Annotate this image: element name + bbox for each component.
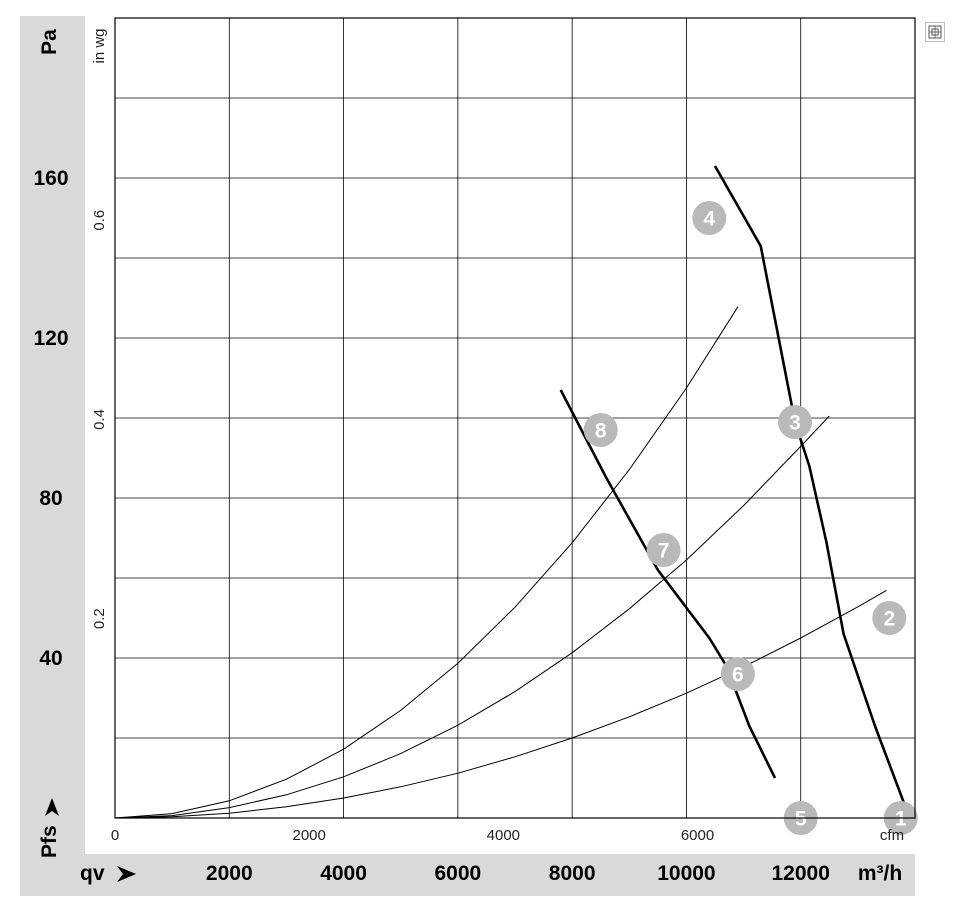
operating-point-7: 7 bbox=[646, 533, 681, 567]
operating-point-label: 1 bbox=[895, 808, 907, 831]
x-axis-arrow-icon bbox=[117, 866, 136, 882]
y-tick-inwg: 0.6 bbox=[91, 210, 108, 231]
operating-point-8: 8 bbox=[583, 413, 618, 447]
y-unit-pa: Pa bbox=[38, 29, 61, 55]
x-unit-m3h: m³/h bbox=[858, 862, 902, 885]
y-tick-inwg: 0.2 bbox=[91, 608, 108, 629]
operating-point-marker bbox=[720, 657, 755, 691]
operating-point-label: 8 bbox=[595, 420, 607, 443]
y-axis-arrow-icon bbox=[45, 798, 59, 816]
operating-point-marker bbox=[646, 533, 681, 567]
x-tick-m3h: 2000 bbox=[206, 862, 253, 885]
operating-point-marker bbox=[872, 601, 907, 635]
operating-point-marker bbox=[778, 405, 812, 439]
fan-curve bbox=[713, 165, 905, 803]
x-tick-cfm: 4000 bbox=[487, 827, 520, 844]
y-tick-pa: 40 bbox=[39, 647, 62, 670]
x-axis-band bbox=[20, 854, 915, 896]
expand-icon[interactable] bbox=[925, 22, 945, 42]
y-tick-inwg: 0.4 bbox=[91, 409, 108, 430]
y-unit-inwg: in wg bbox=[91, 28, 108, 63]
operating-point-label: 6 bbox=[732, 664, 744, 687]
y-axis-band bbox=[20, 16, 85, 854]
x-tick-m3h: 4000 bbox=[320, 862, 367, 885]
ticks: 40 80 120 160 0.2 0.4 0.6 0 2000 4000 6000 2000 4000… bbox=[33, 167, 829, 885]
operating-point-label: 7 bbox=[658, 540, 670, 563]
system-curves bbox=[114, 306, 887, 819]
y-tick-pa: 120 bbox=[33, 327, 68, 350]
system-curve bbox=[114, 415, 830, 819]
grid bbox=[115, 18, 915, 818]
x-tick-cfm: 0 bbox=[111, 827, 119, 844]
operating-point-4: 4 bbox=[692, 201, 727, 235]
operating-point-2: 2 bbox=[872, 601, 907, 635]
operating-point-marker bbox=[692, 201, 727, 235]
y-tick-pa: 80 bbox=[39, 487, 62, 510]
x-tick-m3h: 10000 bbox=[657, 862, 715, 885]
operating-point-label: 3 bbox=[789, 412, 801, 435]
operating-point-label: 4 bbox=[703, 208, 715, 231]
x-tick-cfm: 6000 bbox=[681, 827, 714, 844]
x-tick-m3h: 8000 bbox=[549, 862, 596, 885]
expand-icon-glyph bbox=[928, 25, 942, 39]
x-axis-label: qv bbox=[80, 862, 105, 885]
operating-point-label: 2 bbox=[883, 608, 895, 631]
operating-point-label: 5 bbox=[795, 808, 807, 831]
plot-frame bbox=[114, 17, 916, 819]
operating-point-marker bbox=[583, 413, 618, 447]
operating-point-3: 3 bbox=[778, 405, 812, 439]
x-tick-cfm: 2000 bbox=[292, 827, 325, 844]
y-tick-pa: 160 bbox=[33, 167, 68, 190]
x-tick-m3h: 6000 bbox=[434, 862, 481, 885]
operating-point-6: 6 bbox=[720, 657, 755, 691]
system-curve bbox=[114, 589, 887, 819]
x-tick-m3h: 12000 bbox=[772, 862, 830, 885]
x-unit-cfm: cfm bbox=[880, 827, 904, 844]
fan-curve bbox=[559, 389, 777, 779]
fan-curves bbox=[559, 165, 905, 803]
system-curve bbox=[114, 306, 739, 819]
y-axis-label: Pfs bbox=[38, 825, 61, 858]
